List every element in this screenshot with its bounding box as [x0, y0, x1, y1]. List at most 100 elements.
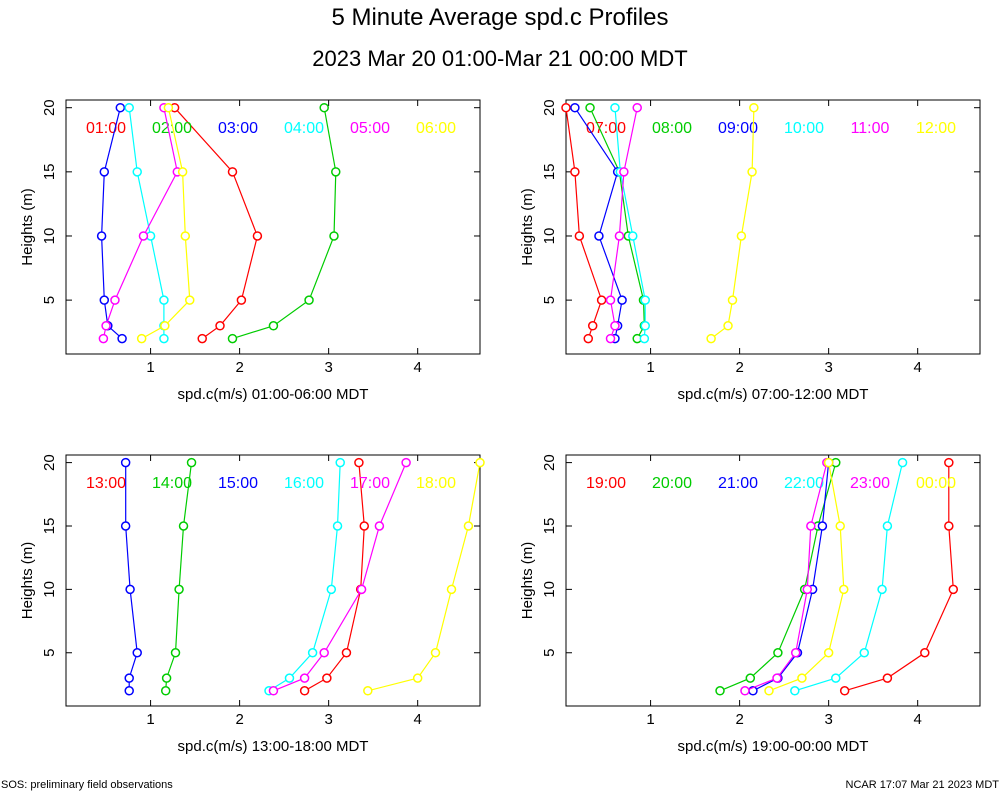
y-tick-label: 10 [541, 228, 558, 245]
y-tick-label: 20 [41, 99, 58, 116]
data-point [124, 673, 134, 683]
legend-entry: 07:00 [586, 120, 626, 137]
data-point [736, 231, 747, 241]
x-tick-label: 3 [824, 711, 832, 728]
series-0500 [98, 102, 183, 344]
series-line [268, 462, 341, 692]
data-point [322, 673, 332, 683]
data-point [136, 333, 147, 344]
y-tick-label: 15 [541, 163, 558, 180]
data-point [640, 295, 650, 305]
data-point [268, 686, 279, 696]
series-0000 [764, 457, 849, 696]
legend-entry: 19:00 [586, 475, 626, 492]
data-point [284, 673, 295, 683]
data-point [401, 457, 411, 468]
profile-panel-1: 1 2 3 4 5 10 15 20 spd.c(m/s) 01:00-06:00 MDT Hei… [19, 99, 481, 403]
data-point [747, 167, 757, 177]
data-point [446, 584, 457, 595]
data-point [877, 584, 887, 595]
series-0100 [169, 102, 263, 344]
data-point [859, 648, 870, 658]
data-point [159, 295, 169, 305]
data-point [610, 321, 620, 331]
data-point [160, 321, 170, 331]
data-point [132, 167, 142, 177]
legend-entry: 11:00 [851, 120, 890, 137]
data-point [772, 673, 782, 683]
data-point [574, 231, 585, 241]
y-tick-label: 15 [41, 163, 58, 180]
data-point [174, 584, 184, 595]
data-point [124, 102, 134, 113]
data-point [99, 295, 110, 305]
series-line [128, 107, 165, 339]
series-line [165, 462, 193, 691]
data-point [715, 686, 725, 696]
profile-panel-2: 1 2 3 4 5 10 15 20 spd.c(m/s) 07:00-12:00 MDT Hei… [519, 99, 981, 403]
y-tick-label: 10 [541, 581, 558, 598]
x-tick-label: 1 [146, 359, 154, 376]
y-tick-label: 10 [41, 581, 58, 598]
data-point [304, 295, 314, 305]
data-point [363, 686, 373, 696]
data-point [160, 686, 171, 696]
data-point [132, 648, 142, 658]
data-point [359, 521, 370, 531]
data-point [806, 521, 816, 531]
legend-entry: 04:00 [284, 120, 324, 137]
legend-entry: 02:00 [152, 120, 192, 137]
x-tick-label: 4 [414, 359, 422, 376]
data-point [120, 457, 131, 468]
x-tick-label: 3 [824, 359, 832, 376]
data-point [178, 521, 189, 531]
y-tick-label: 10 [41, 228, 58, 245]
legend-entry: 12:00 [916, 120, 956, 137]
data-point [299, 673, 310, 683]
data-point [823, 457, 834, 468]
series-2200 [790, 457, 908, 696]
plot-frame [65, 454, 481, 707]
data-point [115, 102, 126, 113]
x-tick-label: 4 [414, 711, 422, 728]
data-point [948, 584, 959, 595]
series-line [794, 462, 904, 692]
data-point [124, 686, 134, 696]
y-tick-label: 5 [41, 649, 58, 657]
data-point [319, 648, 329, 658]
data-point [96, 231, 107, 241]
data-point [252, 231, 263, 241]
data-point [835, 521, 845, 531]
data-point [138, 231, 149, 241]
data-point [944, 521, 954, 531]
data-point [170, 648, 181, 658]
data-point [356, 584, 367, 595]
data-point [215, 321, 225, 331]
legend-entry: 20:00 [652, 475, 692, 492]
series-line [367, 462, 481, 692]
series-line [273, 462, 407, 692]
data-point [163, 102, 174, 113]
y-tick-label: 20 [541, 99, 558, 116]
x-tick-label: 1 [146, 711, 154, 728]
footer-right: NCAR 17:07 Mar 21 2023 MDT [846, 779, 1000, 791]
y-tick-label: 15 [41, 518, 58, 535]
legend-entry: 18:00 [416, 475, 456, 492]
data-point [335, 457, 345, 468]
x-tick-label: 1 [646, 359, 654, 376]
data-point [749, 102, 759, 113]
data-point [640, 321, 650, 331]
series-line [565, 107, 603, 339]
data-point [331, 167, 341, 177]
y-tick-label: 20 [541, 454, 558, 471]
plot-frame [565, 454, 981, 707]
data-point [764, 686, 774, 696]
data-point [475, 457, 485, 468]
data-point [120, 521, 131, 531]
data-point [632, 102, 642, 113]
data-point [197, 333, 207, 344]
legend-entry: 08:00 [652, 120, 692, 137]
series-0700 [561, 102, 607, 344]
data-point [117, 333, 127, 344]
